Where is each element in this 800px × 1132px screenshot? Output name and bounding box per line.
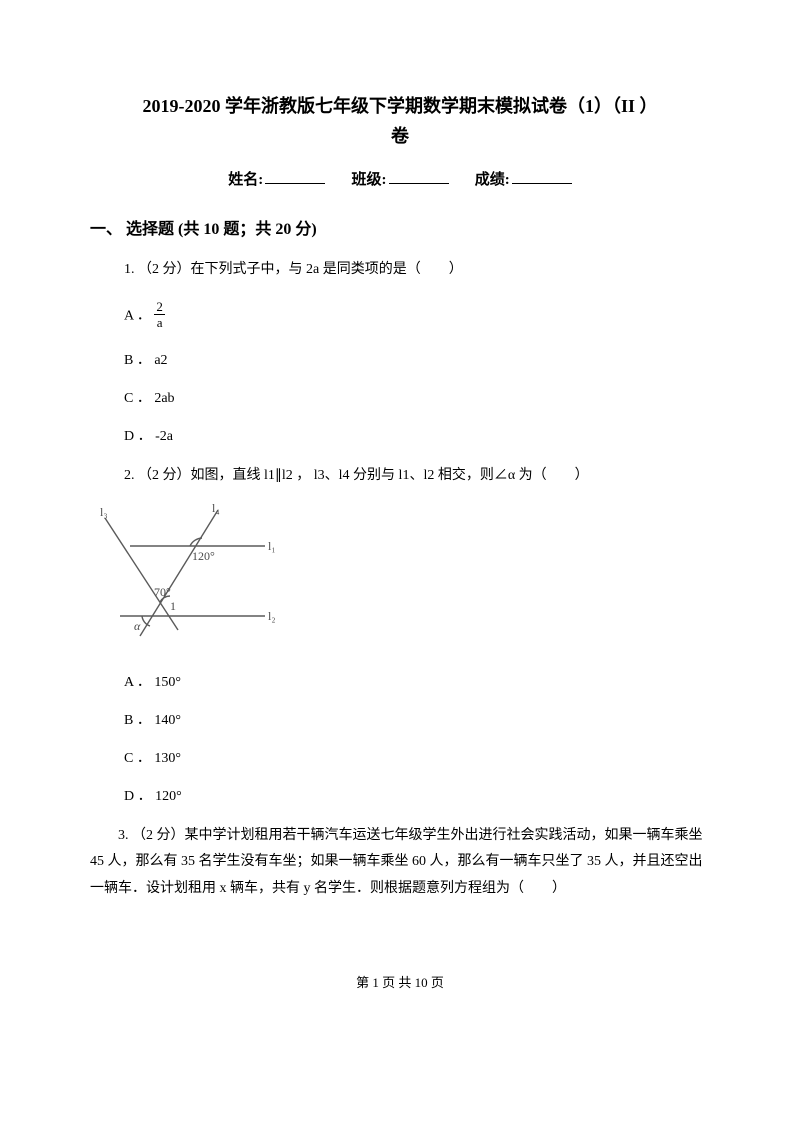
fraction-num: 2 xyxy=(154,300,165,315)
q2-figure: l₃ l₄ l₁ l₂ 120° 70° 1 α xyxy=(90,498,710,653)
fraction-icon: 2 a xyxy=(154,300,165,329)
name-blank[interactable] xyxy=(265,169,325,184)
label-1: 1 xyxy=(170,599,176,613)
q3-stem: 3. （2 分）某中学计划租用若干辆汽车运送七年级学生外出进行社会实践活动，如果… xyxy=(90,823,710,903)
title-line-2: 卷 xyxy=(90,122,710,148)
label-l4: l₄ xyxy=(212,501,220,515)
exam-page: 2019-2020 学年浙教版七年级下学期数学期末模拟试卷（1）（II ） 卷 … xyxy=(0,0,800,1031)
score-label: 成绩: xyxy=(475,172,510,188)
fraction-den: a xyxy=(154,315,165,329)
geometry-diagram-icon: l₃ l₄ l₁ l₂ 120° 70° 1 α xyxy=(90,498,290,648)
section-1-header: 一、 选择题 (共 10 题；共 20 分) xyxy=(90,215,710,239)
q2-stem: 2. （2 分）如图，直线 l1∥l2 ， l3、l4 分别与 l1、l2 相交… xyxy=(124,463,710,490)
label-70: 70° xyxy=(154,585,171,599)
label-l1: l₁ xyxy=(268,539,276,553)
q1-stem: 1. （2 分）在下列式子中，与 2a 是同类项的是（ ） xyxy=(124,257,710,284)
score-blank[interactable] xyxy=(512,169,572,184)
name-label: 姓名: xyxy=(228,172,263,188)
q1-option-d: D ． -2a xyxy=(124,425,710,445)
label-120: 120° xyxy=(192,549,215,563)
q1-option-b: B ． a2 xyxy=(124,349,710,369)
class-label: 班级: xyxy=(352,172,387,188)
q2-option-d: D ． 120° xyxy=(124,785,710,805)
label-alpha: α xyxy=(134,619,141,633)
title-line-1: 2019-2020 学年浙教版七年级下学期数学期末模拟试卷（1）（II ） xyxy=(90,90,710,122)
q1-optA-prefix: A ． xyxy=(124,309,151,324)
q2-option-a: A ． 150° xyxy=(124,671,710,691)
student-info-row: 姓名: 班级: 成绩: xyxy=(90,168,710,189)
label-l2: l₂ xyxy=(268,609,276,623)
label-l3: l₃ xyxy=(100,505,108,519)
page-footer: 第 1 页 共 10 页 xyxy=(90,972,710,991)
q2-option-c: C ． 130° xyxy=(124,747,710,767)
q2-option-b: B ． 140° xyxy=(124,709,710,729)
q1-option-a: A ． 2 a xyxy=(124,302,710,331)
class-blank[interactable] xyxy=(389,169,449,184)
q1-option-c: C ． 2ab xyxy=(124,387,710,407)
